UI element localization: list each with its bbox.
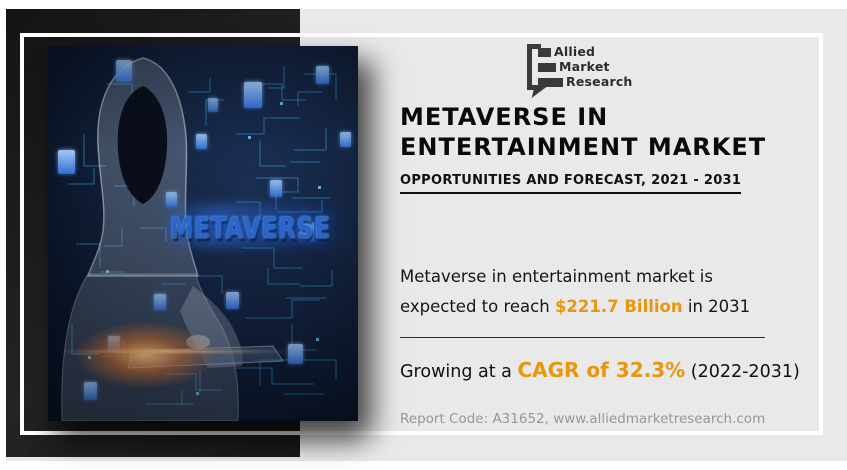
photo-vignette	[48, 46, 358, 421]
logo-line-3: Research	[566, 74, 633, 89]
reach-text: Metaverse in entertainment market is exp…	[400, 267, 713, 316]
amr-logo-text-block: Allied Market Research	[538, 44, 633, 90]
speech-bubble-bracket-icon	[527, 44, 541, 90]
divider-line	[400, 337, 765, 338]
logo-line-1: Allied	[554, 44, 596, 59]
growth-value: CAGR of 32.3%	[517, 358, 686, 382]
market-size-statement: Metaverse in entertainment market is exp…	[400, 262, 772, 322]
caption-glow	[160, 204, 356, 248]
title-line-1: METAVERSE IN	[400, 103, 609, 131]
report-code-line: Report Code: A31652, www.alliedmarketres…	[400, 411, 766, 427]
title-line-2: ENTERTAINMENT MARKET	[400, 133, 767, 161]
growth-suffix: (2022-2031)	[685, 362, 800, 382]
cagr-statement: Growing at a CAGR of 32.3% (2022-2031)	[400, 358, 800, 382]
growth-prefix: Growing at a	[400, 362, 518, 382]
amr-logo: Allied Market Research	[527, 44, 633, 90]
logo-line-2: Market	[559, 59, 610, 74]
metaverse-photo: METAVERSE	[48, 46, 358, 421]
logo-bar-icon	[538, 77, 563, 87]
reach-value: $221.7 Billion	[554, 297, 683, 316]
logo-bar-icon	[538, 62, 556, 72]
reach-suffix: in 2031	[682, 297, 751, 316]
orange-flare	[76, 322, 216, 388]
subtitle-text: OPPORTUNITIES AND FORECAST, 2021 - 2031	[400, 173, 742, 194]
page-title: METAVERSE IN ENTERTAINMENT MARKET	[400, 102, 766, 162]
metaverse-caption: METAVERSE	[170, 211, 331, 245]
logo-bar-icon	[538, 47, 551, 57]
orange-flare-streak	[60, 350, 292, 353]
subtitle: OPPORTUNITIES AND FORECAST, 2021 - 2031	[400, 169, 742, 194]
